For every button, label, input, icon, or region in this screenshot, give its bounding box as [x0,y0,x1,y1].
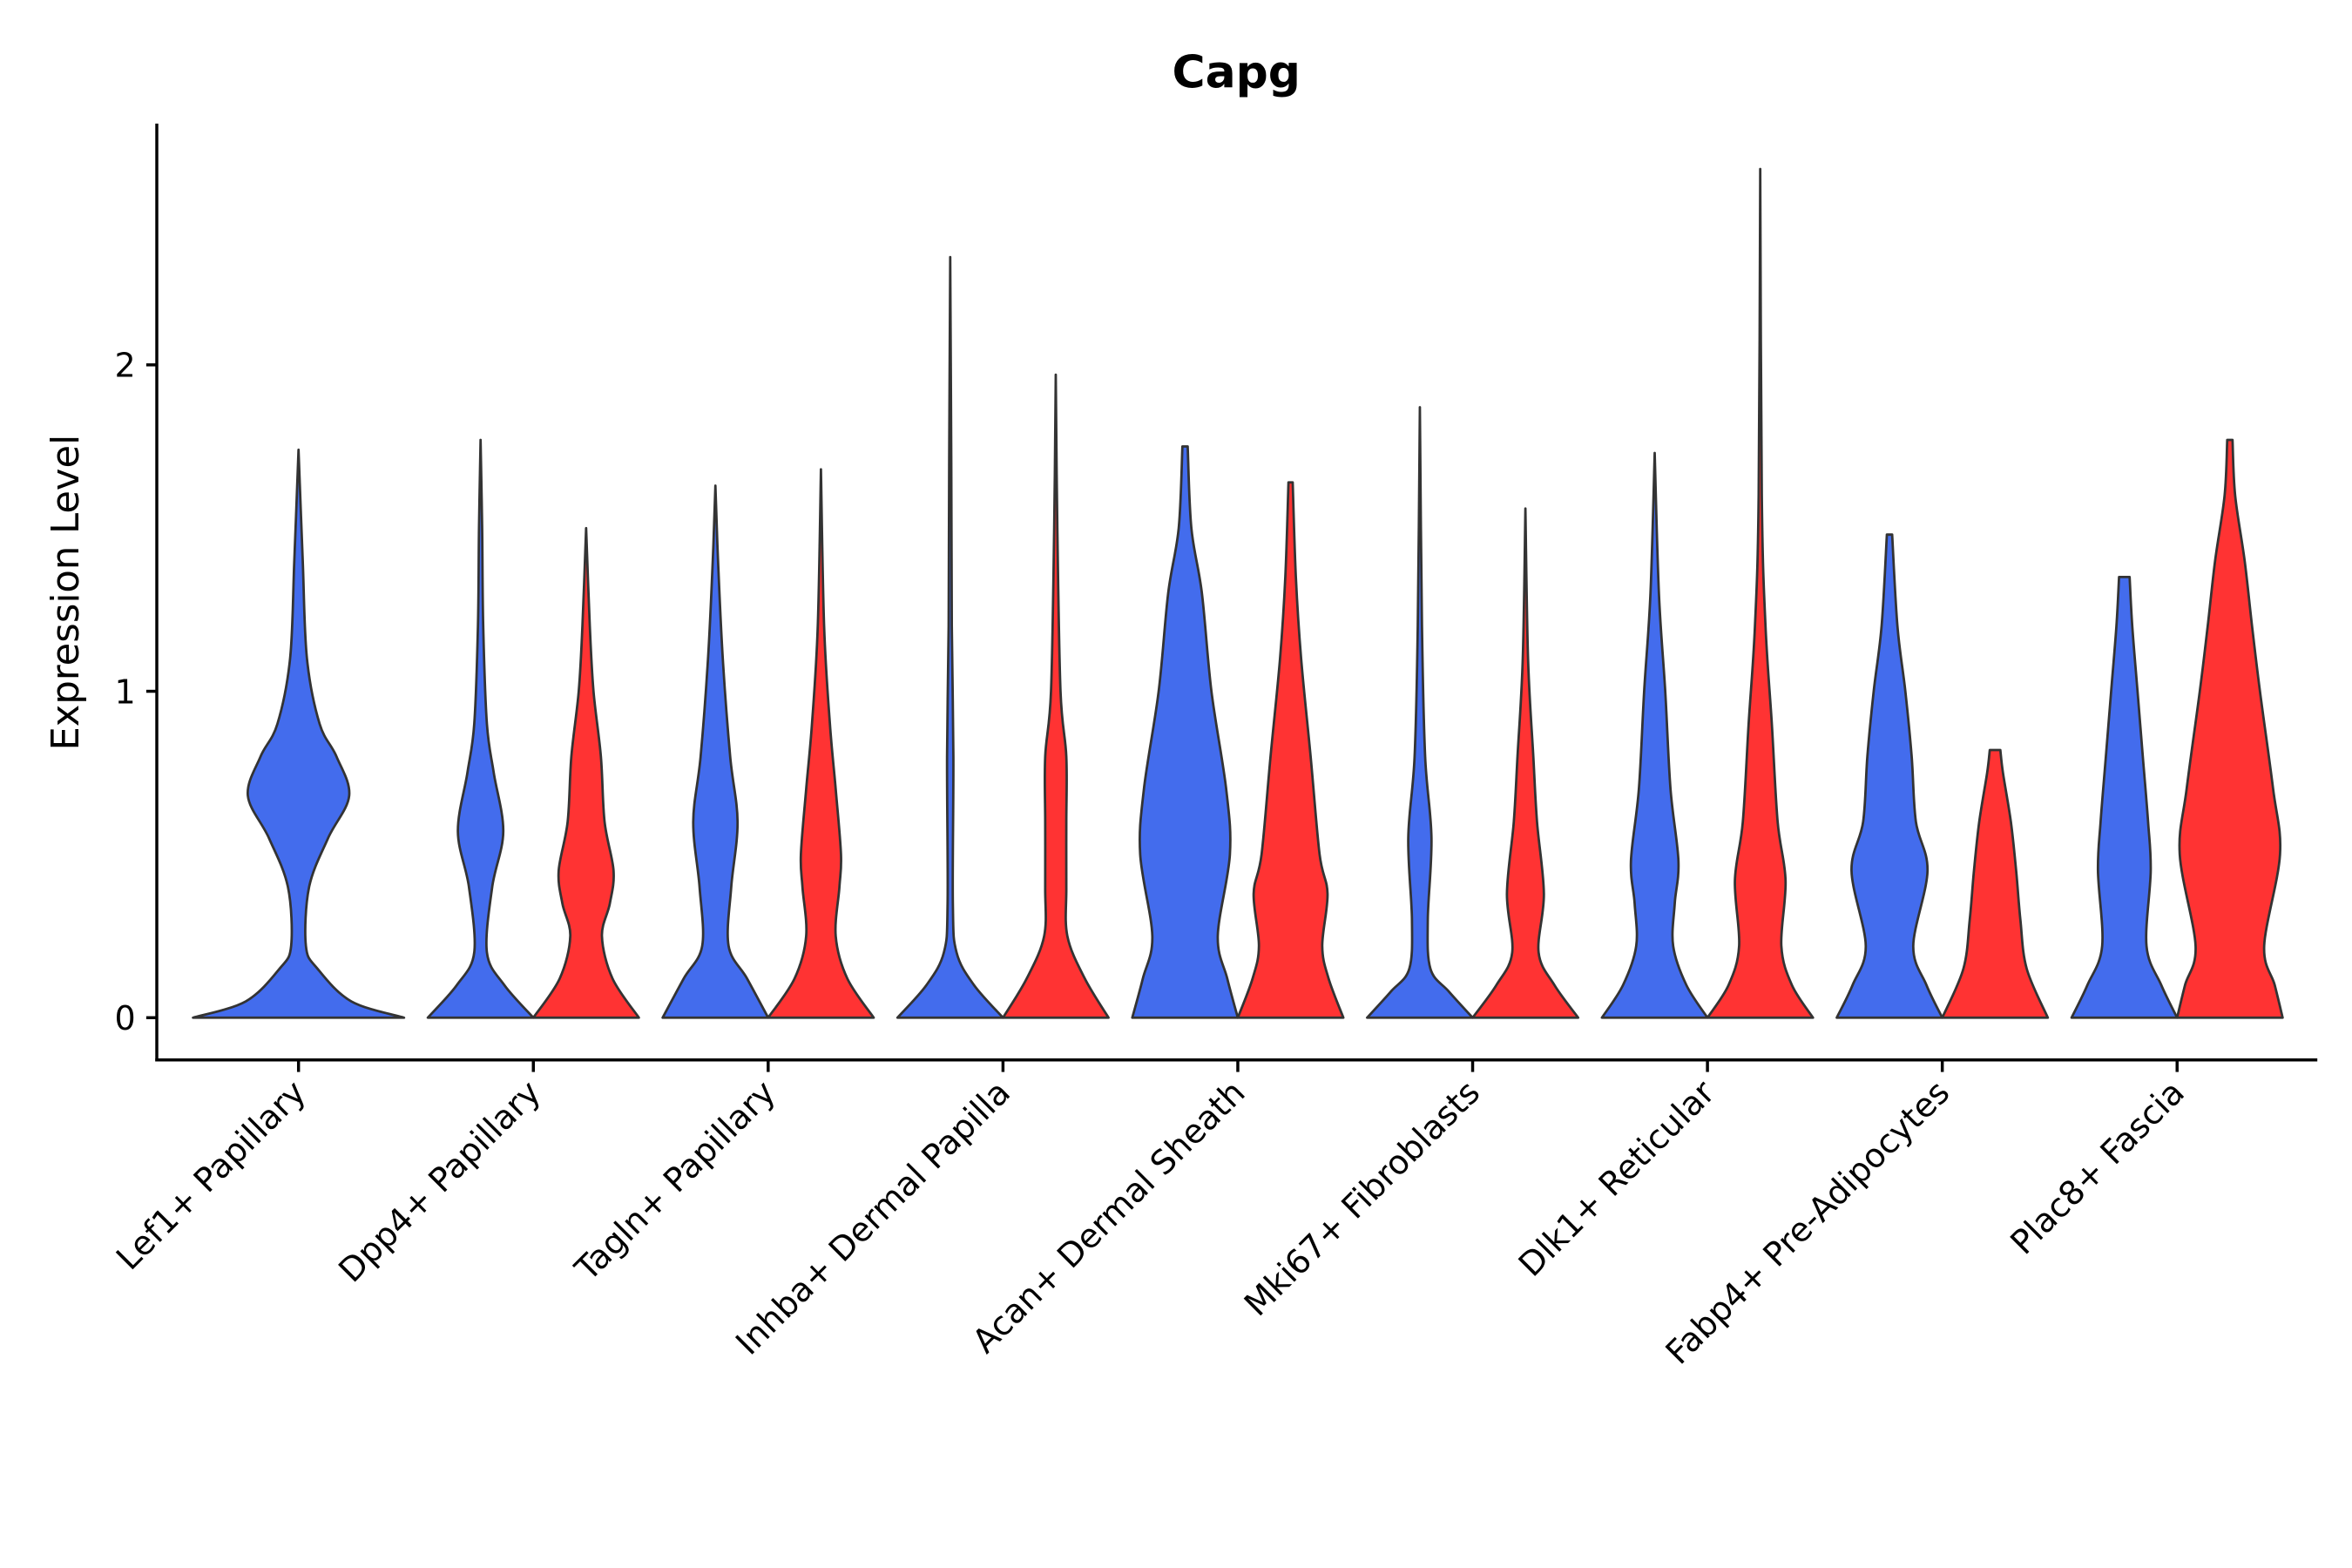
violin-blue-1 [426,438,535,1019]
violins-group [192,167,2284,1019]
violin-red-6 [1706,167,1815,1019]
violin-red-8 [2175,438,2284,1019]
violin-blue-2 [661,484,770,1019]
x-tick-label: Acan+ Dermal Sheath [965,1073,1253,1361]
y-tick-label: 1 [115,672,136,711]
x-tick-label: Dpp4+ Papillary [331,1073,548,1290]
violin-blue-3 [896,255,1004,1019]
violin-blue-8 [2070,576,2179,1019]
y-ticks: 0 1 2 [115,347,157,1037]
chart-title: Capg [1173,46,1301,98]
violin-blue-6 [1600,451,1709,1019]
violin-blue-7 [1835,533,1944,1019]
x-tick-label: Tagln+ Papillary [567,1073,783,1289]
y-axis-label: Expression Level [44,435,88,751]
violin-red-3 [1002,373,1110,1019]
x-tick-label: Mki67+ Fibroblasts [1237,1073,1487,1323]
y-tick-label: 0 [115,999,136,1037]
violin-blue-4 [1131,445,1240,1019]
violin-blue-0 [192,448,406,1019]
violin-blue-5 [1365,406,1474,1019]
violin-red-7 [1941,748,2050,1019]
x-tick-label: Inhba+ Dermal Papilla [728,1073,1017,1362]
violin-red-2 [767,468,875,1019]
x-ticks: Lef1+ Papillary Dpp4+ Papillary Tagln+ Pap… [109,1059,2192,1372]
x-tick-label: Dlk1+ Reticular [1511,1073,1722,1284]
y-tick-label: 2 [115,347,136,385]
violin-red-1 [531,526,640,1019]
violin-red-5 [1471,507,1580,1019]
x-tick-label: Lef1+ Papillary [109,1073,313,1277]
x-tick-label: Plac8+ Fascia [2003,1073,2192,1262]
violin-red-4 [1236,481,1345,1019]
